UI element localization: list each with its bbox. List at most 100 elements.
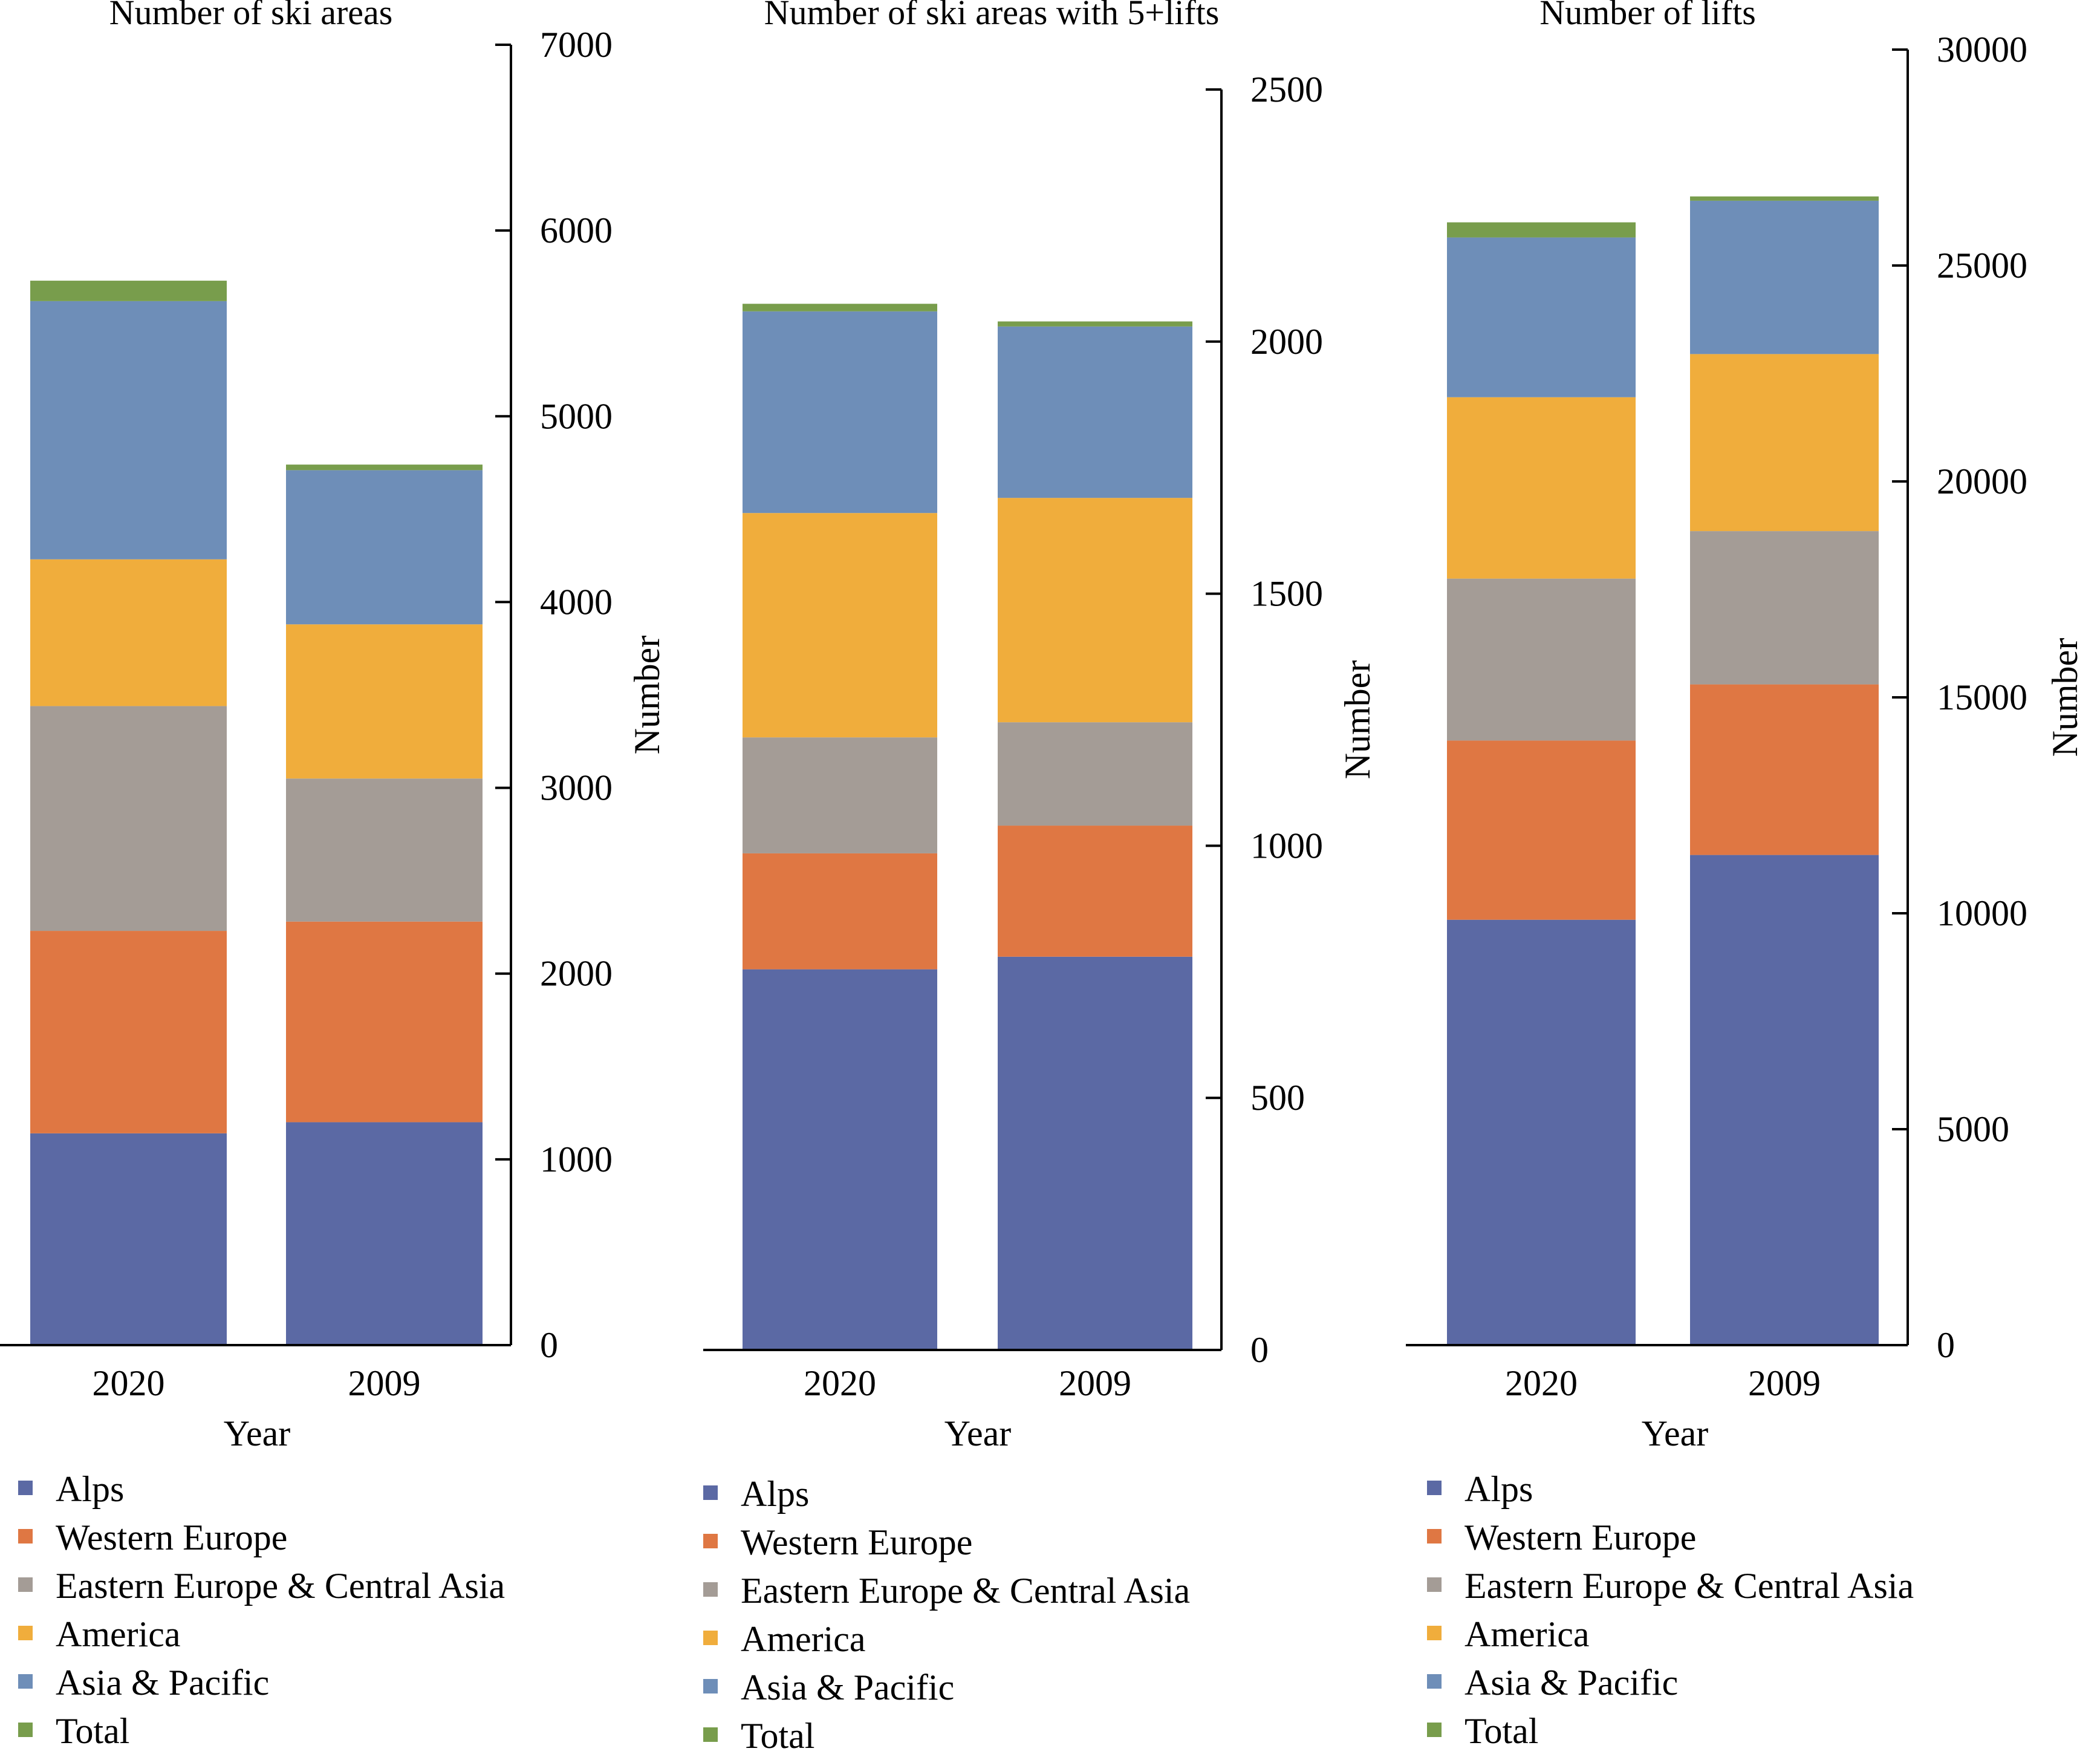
chart-1-x-tick-2009: 2009 (348, 1363, 421, 1403)
chart-2-legend-swatch-asia-pacific (703, 1679, 718, 1693)
chart-2-legend-label-alps: Alps (741, 1474, 809, 1514)
chart-2-y-tick-1500: 1500 (1250, 574, 1323, 614)
chart-1-y-axis-title: Number (627, 636, 667, 755)
chart-1-y-tick-2000: 2000 (540, 954, 613, 994)
chart-3-y-tick-20000: 20000 (1937, 461, 2027, 501)
chart-3-bar-2009-total (1690, 196, 1879, 201)
chart-2-bar-2009-asia-pacific (998, 326, 1192, 498)
chart-1-y-tick-4000: 4000 (540, 582, 613, 622)
chart-1-x-tick-2020: 2020 (93, 1363, 165, 1403)
chart-3-legend-label-western-europe: Western Europe (1464, 1517, 1696, 1557)
chart-1-legend-swatch-america (18, 1626, 33, 1640)
chart-3-legend-swatch-western-europe (1427, 1529, 1442, 1543)
chart-2-legend-label-western-europe: Western Europe (741, 1522, 972, 1562)
chart-1-y-tick-6000: 6000 (540, 210, 613, 250)
chart-1-title: Number of ski areas (109, 0, 393, 32)
chart-1-bar-2020-alps (30, 1133, 227, 1345)
chart-1-bar-2020-eastern-europe-central-asia (30, 706, 227, 931)
chart-1-bar-2009-total (286, 465, 483, 471)
chart-3-bar-2009-eastern-europe-central-asia (1690, 531, 1879, 685)
chart-2-legend-swatch-america (703, 1631, 718, 1645)
chart-1-legend-swatch-western-europe (18, 1529, 33, 1543)
chart-2-bar-2009-eastern-europe-central-asia (998, 722, 1192, 826)
chart-2-legend-label-eastern-europe-central-asia: Eastern Europe & Central Asia (741, 1571, 1190, 1611)
chart-3-y-tick-15000: 15000 (1937, 677, 2027, 717)
chart-1-y-tick-3000: 3000 (540, 768, 613, 808)
chart-3-x-tick-2009: 2009 (1748, 1363, 1821, 1403)
chart-1-legend-label-total: Total (56, 1711, 129, 1751)
chart-3-legend-swatch-america (1427, 1626, 1442, 1640)
chart-2-bar-2009-total (998, 321, 1192, 327)
chart-3-legend-swatch-total (1427, 1723, 1442, 1737)
chart-1-bar-2009-asia-pacific (286, 470, 483, 625)
chart-3-bar-2020-eastern-europe-central-asia (1447, 578, 1636, 741)
chart-1-y-tick-0: 0 (540, 1325, 558, 1365)
chart-3-legend-swatch-eastern-europe-central-asia (1427, 1577, 1442, 1592)
chart-2-bar-2020-total (743, 304, 937, 311)
chart-2-legend-swatch-alps (703, 1485, 718, 1500)
chart-2-y-tick-500: 500 (1250, 1078, 1305, 1118)
chart-1-legend-swatch-eastern-europe-central-asia (18, 1577, 33, 1592)
chart-1-legend-swatch-alps (18, 1481, 33, 1495)
chart-2-bar-2009-america (998, 498, 1192, 723)
chart-3-legend-label-eastern-europe-central-asia: Eastern Europe & Central Asia (1464, 1566, 1914, 1606)
chart-2-title: Number of ski areas with 5+lifts (764, 0, 1220, 32)
chart-1-legend-swatch-asia-pacific (18, 1674, 33, 1689)
chart-3-bar-2009-america (1690, 354, 1879, 532)
chart-1-legend-label-alps: Alps (56, 1469, 124, 1509)
chart-2-legend-label-total: Total (741, 1716, 814, 1756)
chart-3-legend-label-total: Total (1464, 1711, 1538, 1751)
chart-3-x-tick-2020: 2020 (1505, 1363, 1578, 1403)
chart-2-legend-swatch-western-europe (703, 1534, 718, 1548)
chart-3-y-tick-0: 0 (1937, 1325, 1955, 1365)
chart-1-legend-label-america: America (56, 1614, 181, 1654)
chart-2-legend-swatch-total (703, 1727, 718, 1742)
chart-1-bar-2020-total (30, 281, 227, 301)
chart-1-y-tick-7000: 7000 (540, 25, 613, 65)
chart-1-y-tick-1000: 1000 (540, 1139, 613, 1179)
chart-3-y-tick-30000: 30000 (1937, 30, 2027, 70)
chart-3-title: Number of lifts (1539, 0, 1756, 32)
chart-1-x-axis-title: Year (224, 1413, 291, 1453)
chart-3-x-axis-title: Year (1642, 1413, 1709, 1453)
chart-2-y-tick-1000: 1000 (1250, 826, 1323, 865)
chart-3-bar-2009-alps (1690, 855, 1879, 1345)
chart-3-legend-label-alps: Alps (1464, 1469, 1533, 1509)
chart-3-bar-2009-western-europe (1690, 684, 1879, 855)
chart-3-bar-2020-america (1447, 397, 1636, 579)
chart-3-y-axis-title: Number (2045, 638, 2085, 757)
chart-2-bar-2020-alps (743, 969, 937, 1350)
chart-1-legend-label-asia-pacific: Asia & Pacific (56, 1663, 269, 1703)
chart-1-bar-2009-eastern-europe-central-asia (286, 778, 483, 922)
chart-3-bar-2009-asia-pacific (1690, 200, 1879, 354)
chart-2-legend-label-asia-pacific: Asia & Pacific (741, 1667, 954, 1707)
chart-1-bar-2009-western-europe (286, 921, 483, 1123)
chart-2-y-tick-2500: 2500 (1250, 70, 1323, 109)
chart-2-bar-2009-western-europe (998, 826, 1192, 957)
chart-3-bar-2020-total (1447, 222, 1636, 238)
chart-2-y-tick-2000: 2000 (1250, 322, 1323, 362)
chart-2-x-axis-title: Year (944, 1413, 1012, 1453)
chart-1-legend-swatch-total (18, 1723, 33, 1737)
chart-3-y-tick-5000: 5000 (1937, 1109, 2009, 1149)
chart-1-bar-2020-western-europe (30, 931, 227, 1133)
chart-3-legend-label-asia-pacific: Asia & Pacific (1464, 1663, 1678, 1703)
chart-2-bar-2020-western-europe (743, 853, 937, 970)
chart-2-bar-2020-asia-pacific (743, 311, 937, 513)
chart-1-y-tick-5000: 5000 (540, 396, 613, 436)
chart-1-bar-2020-america (30, 559, 227, 706)
chart-1-legend-label-eastern-europe-central-asia: Eastern Europe & Central Asia (56, 1566, 505, 1606)
chart-1-bar-2020-asia-pacific (30, 301, 227, 559)
chart-2-legend-label-america: America (741, 1619, 866, 1659)
chart-2-bar-2020-eastern-europe-central-asia (743, 737, 937, 853)
chart-3-bar-2020-western-europe (1447, 740, 1636, 920)
chart-2-y-tick-0: 0 (1250, 1330, 1269, 1370)
chart-3-legend-label-america: America (1464, 1614, 1590, 1654)
chart-3-legend-swatch-asia-pacific (1427, 1674, 1442, 1689)
chart-3-legend-swatch-alps (1427, 1481, 1442, 1495)
chart-3-bar-2020-alps (1447, 919, 1636, 1345)
chart-2-bar-2020-america (743, 513, 937, 738)
chart-1-bar-2009-america (286, 624, 483, 779)
chart-2-y-axis-title: Number (1338, 660, 1377, 780)
